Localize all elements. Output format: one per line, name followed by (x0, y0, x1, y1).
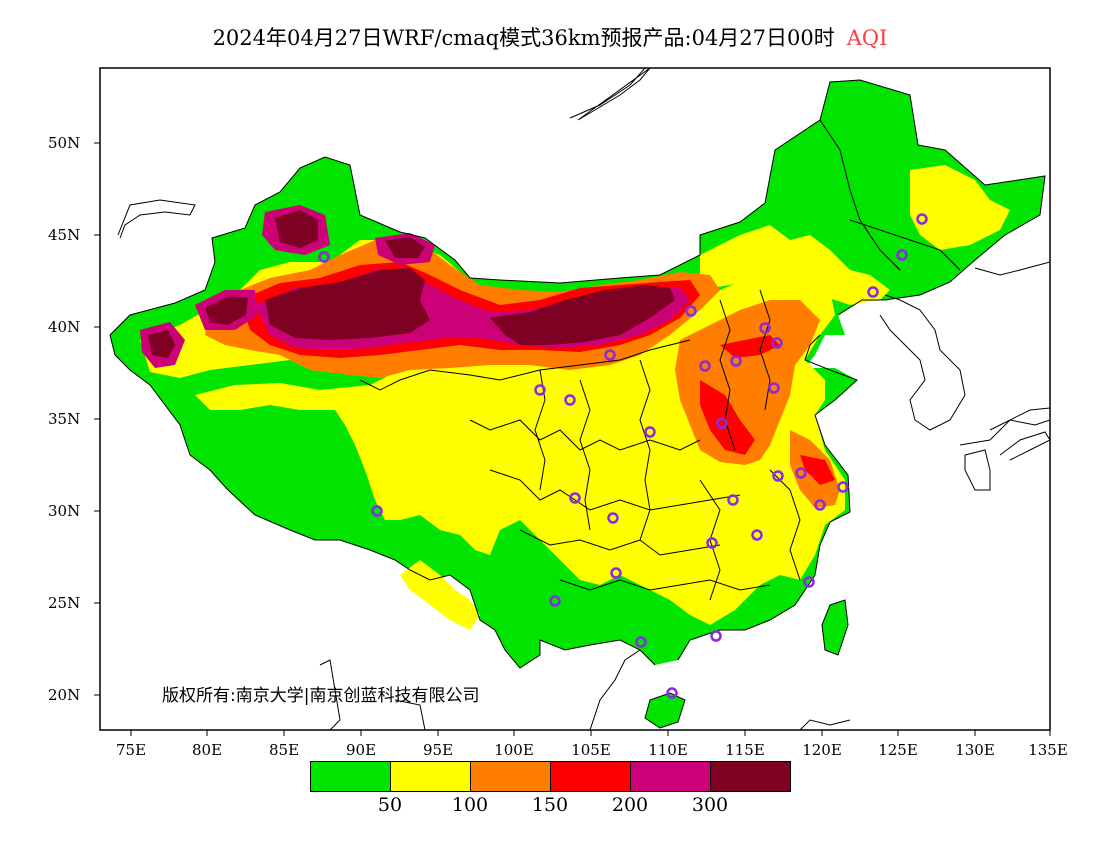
moderate-zone-sw (400, 560, 480, 630)
legend-swatch-unhealthy (550, 762, 630, 791)
hazardous-far-west (148, 330, 175, 358)
lon-label-125e: 125E (878, 741, 918, 759)
unhealthy-shandong (800, 455, 835, 485)
lat-label-40n: 40N (48, 318, 81, 336)
legend-label-300: 300 (691, 794, 729, 816)
lon-label-75e: 75E (115, 741, 147, 759)
lon-label-120e: 120E (802, 741, 842, 759)
legend-label-50: 50 (377, 794, 403, 816)
lat-label-20n: 20N (48, 686, 81, 704)
lat-label-30n: 30N (48, 502, 81, 520)
hazardous-taklimakan (265, 268, 430, 340)
taiwan (822, 600, 848, 655)
map-frame (99, 67, 1051, 731)
lat-label-45n: 45N (48, 226, 81, 244)
color-legend (310, 761, 791, 792)
hazardous-west (205, 296, 248, 325)
lon-label-95e: 95E (422, 741, 454, 759)
lat-label-35n: 35N (48, 410, 81, 428)
unhealthy-beijing (720, 335, 780, 358)
hazardous-nw (275, 210, 318, 248)
lon-label-135e: 135E (1028, 741, 1068, 759)
legend-swatch-good (311, 762, 390, 791)
lon-label-130e: 130E (955, 741, 995, 759)
lon-label-85e: 85E (268, 741, 300, 759)
lon-label-80e: 80E (191, 741, 223, 759)
unhealthy-east (700, 380, 755, 455)
moderate-zone-nemonghol (910, 165, 1010, 250)
axis-ticks (94, 142, 1051, 736)
legend-label-100: 100 (451, 794, 489, 816)
chart-title: 2024年04月27日WRF/cmaq模式36km预报产品:04月27日00时 A… (0, 22, 1100, 52)
lon-label-105e: 105E (571, 741, 611, 759)
hainan (645, 693, 685, 728)
legend-swatch-very-unhealthy (630, 762, 710, 791)
legend-label-200: 200 (611, 794, 649, 816)
lat-label-50n: 50N (48, 134, 81, 152)
legend-swatch-hazardous (710, 762, 790, 791)
hazardous-tarim-n (385, 237, 425, 258)
lon-label-90e: 90E (345, 741, 377, 759)
lat-label-25n: 25N (48, 594, 81, 612)
border-lines (109, 68, 1050, 730)
copyright-text: 版权所有:南京大学|南京创蓝科技有限公司 (162, 686, 480, 706)
hazardous-alxa (490, 285, 675, 345)
lon-label-100e: 100E (494, 741, 534, 759)
city-markers (318, 213, 928, 699)
moderate-zone-north (700, 225, 890, 305)
title-main: 2024年04月27日WRF/cmaq模式36km预报产品:04月27日00时 (212, 26, 835, 50)
lon-label-115e: 115E (725, 741, 765, 759)
lon-label-110e: 110E (648, 741, 688, 759)
legend-label-150: 150 (531, 794, 569, 816)
title-aqi: AQI (846, 26, 888, 50)
legend-swatch-moderate (390, 762, 470, 791)
legend-swatch-usg (470, 762, 550, 791)
